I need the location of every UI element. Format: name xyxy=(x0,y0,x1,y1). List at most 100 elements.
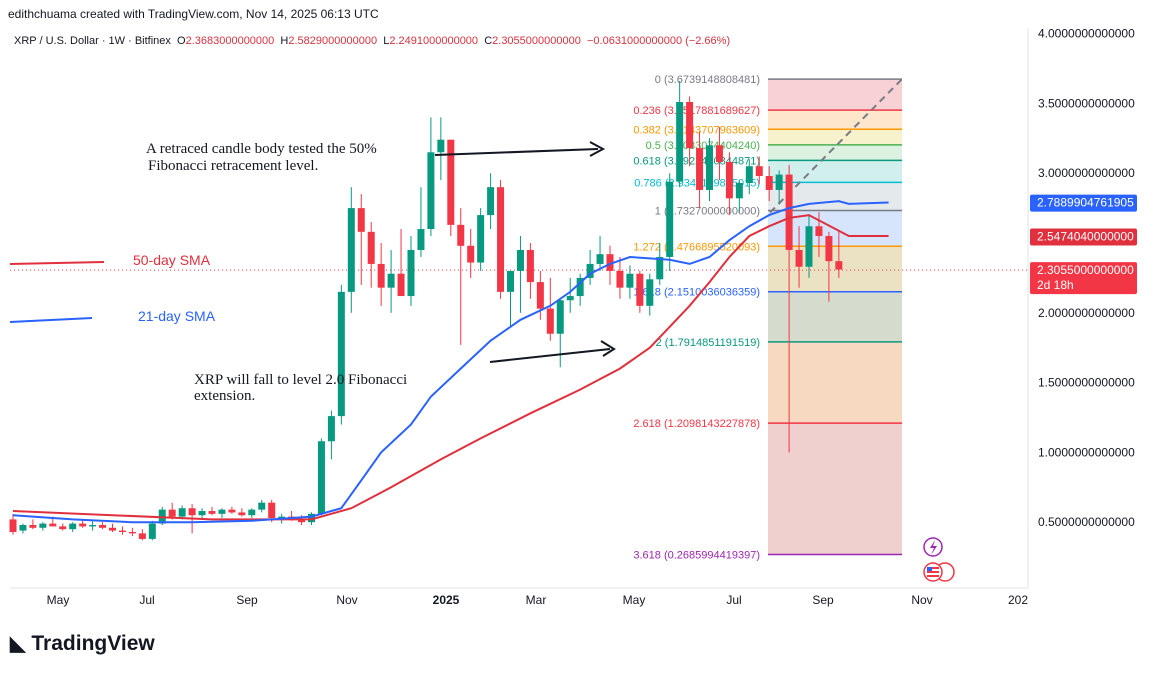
candle-body xyxy=(646,279,654,306)
candle-body xyxy=(457,224,465,246)
candle-body xyxy=(248,509,256,516)
close-value: 2.3055000000000 xyxy=(492,35,581,47)
candle-body xyxy=(427,152,435,230)
annotation-text: A retraced candle body tested the 50% xyxy=(146,141,377,157)
flag-stripe xyxy=(927,571,939,573)
candle-body xyxy=(596,254,604,264)
sma50-price-tag-bg xyxy=(1030,228,1137,246)
candle-body xyxy=(526,249,534,283)
candle-body xyxy=(347,208,355,292)
flag-stripe xyxy=(927,575,939,577)
low-value: 2.2491000000000 xyxy=(389,35,479,47)
sma21-line xyxy=(12,200,889,524)
candle-body xyxy=(168,509,176,517)
y-tick-label: 4.0000000000000 xyxy=(1038,27,1135,41)
flag-stripe xyxy=(927,567,939,569)
candle-body xyxy=(467,245,475,263)
candle-body xyxy=(59,526,67,530)
fib-zone xyxy=(768,160,902,183)
fib-level-label: 2.618 (1.2098143227878) xyxy=(633,418,760,430)
sma21-price-tag: 2.7889904761905 xyxy=(1030,194,1137,212)
candle-body xyxy=(586,263,594,278)
candle-body xyxy=(656,256,664,280)
y-tick-label: 3.0000000000000 xyxy=(1038,166,1135,180)
last-price-tag-text: 2.3055000000000 xyxy=(1037,263,1134,277)
fib-trend-line xyxy=(769,78,903,214)
fib-level-label: 3.618 (0.2685994419397) xyxy=(633,550,760,562)
y-tick-label: 0.5000000000000 xyxy=(1038,515,1135,529)
open-label: O xyxy=(177,35,186,47)
candle-body xyxy=(805,226,813,267)
candle-body xyxy=(377,263,385,288)
candle-body xyxy=(188,508,196,516)
sma21-legend-line xyxy=(9,317,93,323)
candle-body xyxy=(258,502,266,510)
x-tick-label: May xyxy=(623,593,646,607)
high-value: 2.5829000000000 xyxy=(288,35,378,47)
sma21-price-tag-bg xyxy=(1030,194,1137,212)
fib-zone xyxy=(768,144,902,161)
last-price-tag-bg xyxy=(1030,262,1137,295)
candle-body xyxy=(765,175,773,190)
candle-body xyxy=(775,174,783,190)
sma50-label: 50-day SMA xyxy=(133,252,211,268)
candle-body xyxy=(507,270,514,292)
candle-body xyxy=(397,273,405,297)
annotation-text: Fibonacci retracement level. xyxy=(148,158,318,174)
tradingview-logo[interactable]: ◣ TradingView xyxy=(10,631,155,656)
fib-level-label: 0.5 (3.2033074404240) xyxy=(646,140,760,152)
candle-body xyxy=(706,145,713,190)
candle-body xyxy=(79,523,87,527)
sma50-price-tag-text: 2.5474040000000 xyxy=(1037,229,1134,243)
attribution: edithchuama created with TradingView.com… xyxy=(8,7,379,21)
candle-body xyxy=(228,509,236,513)
candle-body xyxy=(636,273,644,306)
candle-body xyxy=(686,102,694,149)
candle-body xyxy=(19,524,27,531)
candle-body xyxy=(327,416,335,442)
y-tick-label: 1.0000000000000 xyxy=(1038,445,1135,459)
fib-level-label: 0 (3.6739148808481) xyxy=(655,74,760,86)
candle-body xyxy=(735,182,743,199)
open-value: 2.3683000000000 xyxy=(185,35,275,47)
candle-body xyxy=(128,531,136,534)
candle-body xyxy=(357,208,365,232)
candle-body xyxy=(676,102,684,182)
fib-level-label: 1.618 (2.1510036036359) xyxy=(633,287,760,299)
y-tick-label: 3.5000000000000 xyxy=(1038,96,1135,110)
sma21-price-tag-text: 2.7889904761905 xyxy=(1037,196,1134,210)
candle-body xyxy=(417,229,425,250)
sma50-legend-line xyxy=(9,261,105,265)
candle-body xyxy=(666,181,674,257)
fib-level-label: 2 (1.7914851191519) xyxy=(656,337,760,349)
candle-body xyxy=(745,166,753,183)
candle-body xyxy=(308,513,315,523)
candle-body xyxy=(218,509,226,514)
x-tick-label: May xyxy=(47,593,70,607)
fib-zone xyxy=(768,246,902,292)
candle-body xyxy=(815,226,823,237)
sma50-price-tag: 2.5474040000000 xyxy=(1030,228,1137,246)
low-label: L xyxy=(383,35,390,47)
candle-body xyxy=(487,187,495,216)
flag-canton xyxy=(927,567,932,571)
x-tick-label: 2025 xyxy=(433,593,460,607)
x-tick-label: Nov xyxy=(336,593,357,607)
logo-text: TradingView xyxy=(31,632,155,655)
annotation-arrow xyxy=(489,348,611,363)
candle-body xyxy=(298,519,306,523)
y-tick-label: 2.0000000000000 xyxy=(1038,306,1135,320)
candle-body xyxy=(447,139,455,225)
sma50-line xyxy=(12,214,889,521)
candle-body xyxy=(755,166,763,176)
candle-body xyxy=(367,231,375,264)
candle-body xyxy=(118,530,126,532)
candle-body xyxy=(576,277,584,297)
candle-body xyxy=(69,523,77,530)
candle-body xyxy=(89,524,97,527)
symbol-title[interactable]: XRP / U.S. Dollar · 1W · Bitfinex xyxy=(14,35,171,47)
x-tick-label: Nov xyxy=(911,593,932,607)
candle-body xyxy=(785,174,793,250)
